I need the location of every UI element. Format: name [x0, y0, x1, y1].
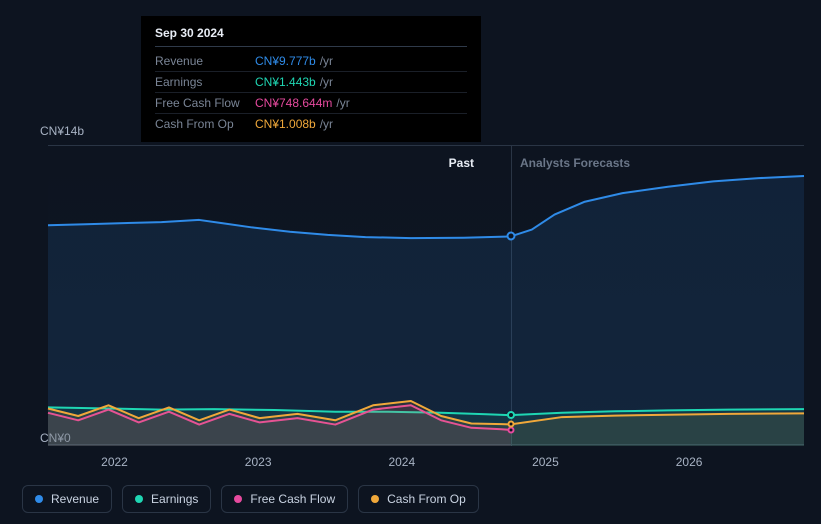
chart-lines [48, 146, 804, 446]
chart-area: CN¥14b CN¥0 Past Analysts Forecasts [18, 145, 804, 445]
tooltip-metric-value: CN¥1.443b [255, 75, 316, 89]
plot-area[interactable]: Past Analysts Forecasts [48, 145, 804, 445]
x-tick: 2025 [532, 455, 559, 469]
tooltip-row: Cash From OpCN¥1.008b/yr [155, 114, 467, 134]
tooltip-metric-label: Revenue [155, 54, 255, 68]
legend-dot-icon [234, 495, 242, 503]
tooltip-metric-suffix: /yr [320, 75, 333, 89]
tooltip-metric-label: Earnings [155, 75, 255, 89]
legend-item-earnings[interactable]: Earnings [122, 485, 211, 513]
legend-label: Free Cash Flow [250, 492, 335, 506]
tooltip-metric-suffix: /yr [320, 117, 333, 131]
y-axis-max-label: CN¥14b [40, 124, 84, 138]
chart-tooltip: Sep 30 2024 RevenueCN¥9.777b/yrEarningsC… [141, 16, 481, 142]
tooltip-metric-suffix: /yr [320, 54, 333, 68]
x-axis: 2022 2023 2024 2025 2026 [48, 455, 804, 475]
chart-legend: Revenue Earnings Free Cash Flow Cash From O… [22, 485, 479, 513]
legend-label: Earnings [151, 492, 198, 506]
x-tick: 2026 [676, 455, 703, 469]
series-area-revenue [48, 176, 804, 446]
x-tick: 2023 [245, 455, 272, 469]
tooltip-metric-value: CN¥1.008b [255, 117, 316, 131]
tooltip-metric-suffix: /yr [336, 96, 349, 110]
tooltip-date: Sep 30 2024 [155, 26, 467, 47]
tooltip-metric-value: CN¥9.777b [255, 54, 316, 68]
legend-item-revenue[interactable]: Revenue [22, 485, 112, 513]
tooltip-row: EarningsCN¥1.443b/yr [155, 72, 467, 93]
tooltip-metric-value: CN¥748.644m [255, 96, 332, 110]
legend-item-cash-from-op[interactable]: Cash From Op [358, 485, 479, 513]
tooltip-row: RevenueCN¥9.777b/yr [155, 51, 467, 72]
marker-revenue [506, 232, 515, 241]
legend-item-free-cash-flow[interactable]: Free Cash Flow [221, 485, 348, 513]
legend-label: Cash From Op [387, 492, 466, 506]
tooltip-metric-label: Free Cash Flow [155, 96, 255, 110]
tooltip-row: Free Cash FlowCN¥748.644m/yr [155, 93, 467, 114]
tooltip-metric-label: Cash From Op [155, 117, 255, 131]
legend-label: Revenue [51, 492, 99, 506]
legend-dot-icon [135, 495, 143, 503]
x-tick: 2024 [388, 455, 415, 469]
legend-dot-icon [35, 495, 43, 503]
marker-cashop [507, 421, 514, 428]
marker-earnings [507, 411, 515, 419]
x-tick: 2022 [101, 455, 128, 469]
legend-dot-icon [371, 495, 379, 503]
